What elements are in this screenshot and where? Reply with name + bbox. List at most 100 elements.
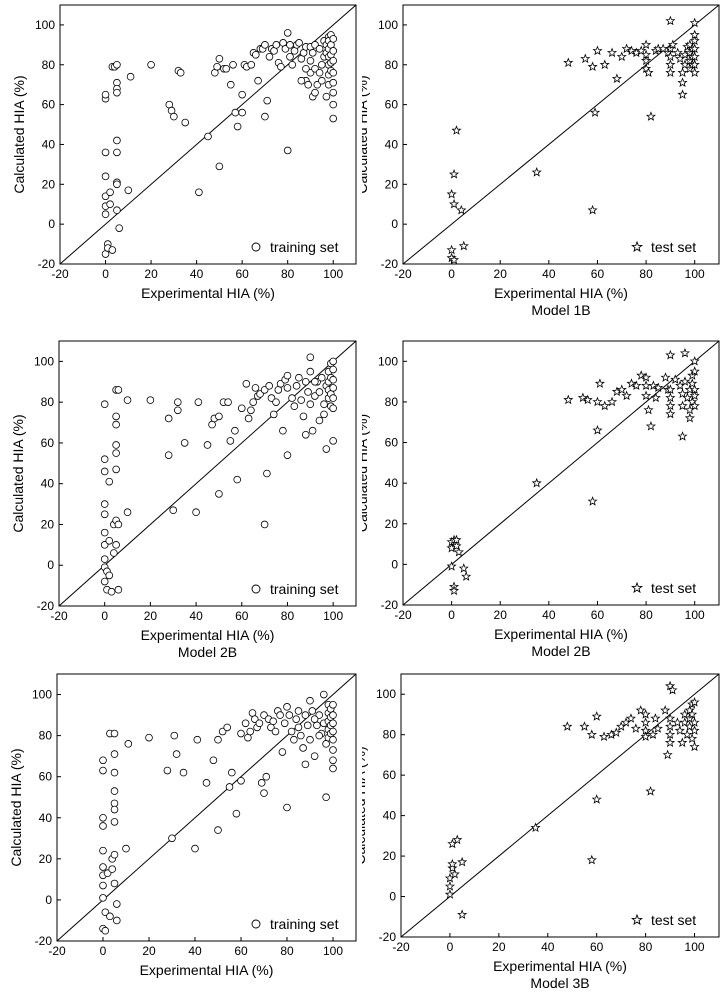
train3-data-point: [310, 715, 319, 723]
train1-data-point: [261, 112, 269, 121]
train1-data-point: [283, 29, 292, 37]
train3-legend-label: training set: [270, 916, 339, 932]
train1-data-point: [254, 76, 262, 85]
train3-data-point: [108, 865, 116, 873]
train1-x-tick-label: 40: [190, 267, 204, 281]
test2-legend-marker: [631, 581, 643, 594]
train3-data-point: [193, 735, 202, 744]
train3-y-tick-label: 20: [39, 852, 53, 866]
test1-y-tick-label: -20: [381, 257, 399, 271]
train3-x-axis-title: Experimental HIA (%): [140, 962, 274, 978]
train2-data-point: [112, 465, 120, 474]
train1-data-point: [101, 210, 110, 218]
test1-data-point: [448, 198, 460, 209]
test1-data-point: [645, 111, 656, 121]
test3-data-point: [687, 733, 698, 744]
train3-data-point: [290, 735, 298, 744]
test3-data-point: [689, 741, 700, 752]
test2-data-point: [677, 431, 688, 441]
train1-data-point: [318, 76, 326, 85]
train3-x-tick-label: 0: [100, 944, 107, 958]
test3-data-point: [652, 723, 663, 733]
train1-data-point: [238, 90, 246, 99]
test3-data-point: [665, 721, 676, 731]
train3-data-point: [310, 752, 319, 760]
test2-data-point: [677, 400, 688, 411]
test1-x-tick-label: 80: [639, 267, 653, 281]
train1-data-point: [115, 224, 123, 232]
train3-data-point: [113, 916, 121, 925]
train2-data-point: [164, 414, 173, 423]
train3-y-axis-title: Calculated HIA (%): [8, 748, 24, 866]
train3-data-point: [191, 844, 199, 853]
train3-data-point: [296, 731, 305, 740]
train1-y-tick-label: 80: [42, 58, 56, 72]
test3-legend-label: test set: [651, 912, 696, 928]
train1-data-point: [322, 92, 331, 101]
train3-y-tick-label: 60: [39, 770, 53, 784]
test3-data-point: [665, 713, 676, 723]
test1-x-tick-label: 100: [685, 267, 705, 281]
train3-data-point: [110, 818, 119, 826]
train2-data-point: [306, 400, 315, 408]
train1-data-point: [297, 76, 306, 85]
test3-y-tick-label: 100: [376, 687, 396, 701]
train1-data-point: [315, 68, 324, 77]
train1-data-point: [231, 108, 240, 117]
test3-data-point: [665, 680, 676, 691]
test2-data-point: [687, 396, 698, 407]
train1-data-point: [204, 132, 212, 141]
train2-data-point: [194, 398, 203, 406]
test1-data-point: [641, 39, 652, 50]
test1-data-point: [689, 43, 700, 54]
train1-y-axis-title: Calculated HIA (%): [11, 75, 27, 193]
train1-data-point: [318, 60, 326, 69]
train2-data-point: [317, 373, 326, 382]
test2-data-point: [689, 366, 700, 376]
test1-data-point: [643, 67, 654, 78]
test1-data-point: [616, 51, 627, 62]
test1-x-tick-label: 40: [542, 267, 556, 281]
train1-y-tick-label: 20: [42, 177, 56, 191]
test3-data-point: [677, 737, 688, 748]
train1-data-point: [263, 96, 272, 105]
train2-data-point: [247, 406, 255, 415]
train1-data-point: [126, 72, 135, 81]
train2-data-point: [301, 377, 310, 386]
train2-data-point: [123, 396, 132, 404]
train2-data-point: [110, 549, 118, 557]
test3-data-point: [689, 717, 700, 727]
test2-identity-line: [402, 340, 720, 606]
scatter-plot-test-2: -20 0 20 40 60 80 100 -20 0 20 40 60 80 100 Experiment…: [354, 340, 720, 659]
test1-data-point: [667, 39, 678, 50]
train2-data-point: [226, 437, 235, 445]
test2-x-tick-label: 40: [542, 608, 556, 622]
train1-x-axis-title: Experimental HIA (%): [141, 285, 275, 301]
train2-data-point: [100, 467, 109, 476]
train3-y-tick-label: 100: [32, 688, 52, 702]
train2-data-point: [100, 577, 109, 586]
test3-x-tick-label: 20: [492, 940, 506, 954]
train3-data-point: [99, 813, 107, 822]
train3-data-point: [168, 834, 176, 843]
train2-data-point: [290, 402, 299, 411]
test3-data-point: [444, 881, 455, 891]
train3-data-point: [99, 766, 107, 775]
train2-data-point: [100, 500, 109, 508]
test2-x-tick-label: 20: [494, 608, 508, 622]
train3-data-point: [241, 719, 250, 728]
train3-data-point: [292, 715, 301, 723]
test1-data-point: [563, 57, 574, 68]
train1-data-point: [222, 64, 231, 73]
test2-data-point: [689, 400, 700, 411]
test1-x-tick-label: -20: [394, 267, 412, 281]
train2-data-point: [263, 469, 271, 478]
train1-data-point: [147, 60, 155, 69]
test3-data-point: [640, 717, 651, 727]
train3-data-point: [329, 701, 337, 709]
train2-data-point: [320, 400, 328, 408]
train1-data-point: [108, 246, 117, 254]
test1-data-point: [689, 59, 700, 70]
train1-x-tick-label: -20: [51, 267, 69, 281]
train3-data-point: [237, 777, 245, 785]
